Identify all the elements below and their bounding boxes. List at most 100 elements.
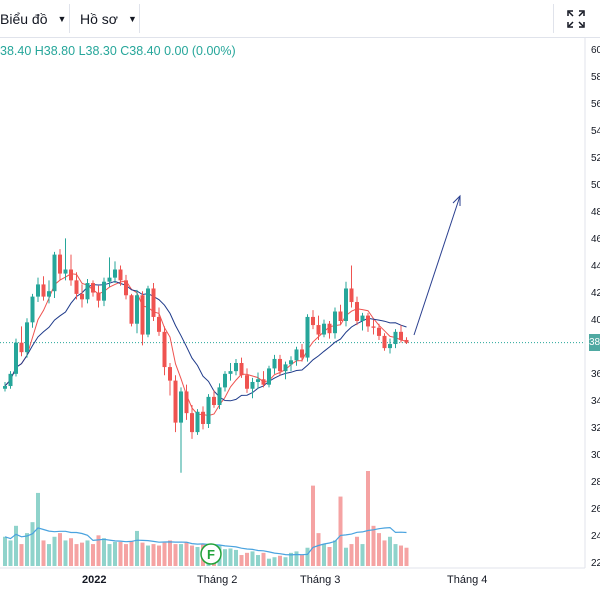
candle-body bbox=[382, 335, 387, 349]
price-tick-label: 60 bbox=[591, 45, 600, 56]
time-label-feb: Tháng 2 bbox=[197, 574, 238, 586]
candle-body bbox=[245, 375, 249, 389]
forecast-arrow-head bbox=[452, 194, 461, 206]
volume-bar bbox=[113, 541, 117, 566]
volume-bar bbox=[102, 538, 106, 566]
toolbar-divider bbox=[139, 4, 140, 33]
price-tick-label: 30 bbox=[591, 450, 600, 461]
candle-body bbox=[14, 342, 18, 374]
volume-bar bbox=[333, 540, 337, 566]
candle-body bbox=[228, 371, 233, 374]
volume-bar bbox=[195, 547, 200, 566]
volume-bar bbox=[124, 544, 128, 566]
candle-body bbox=[250, 381, 255, 389]
volume-ma-line bbox=[4, 526, 407, 556]
candle-body bbox=[3, 386, 7, 389]
volume-bar bbox=[355, 536, 359, 566]
candle-body bbox=[327, 323, 332, 334]
candle-body bbox=[47, 291, 51, 297]
candle-body bbox=[85, 283, 90, 300]
volume-bar bbox=[322, 544, 326, 566]
volume-bar bbox=[129, 541, 134, 566]
candle-body bbox=[360, 315, 365, 321]
volume-bar bbox=[338, 496, 343, 566]
volume-bar bbox=[140, 542, 145, 566]
volume-bar bbox=[256, 555, 260, 566]
volume-bar bbox=[278, 555, 282, 566]
candle-body bbox=[404, 339, 409, 343]
volume-bar bbox=[179, 544, 183, 566]
volume-bar bbox=[47, 544, 51, 566]
volume-bar bbox=[184, 541, 189, 566]
candle-body bbox=[278, 358, 282, 372]
volume-bar bbox=[74, 544, 79, 566]
ohlc-close: C38.40 bbox=[120, 44, 161, 58]
volume-bar bbox=[250, 551, 255, 566]
volume-bar bbox=[399, 545, 403, 566]
volume-bar bbox=[157, 545, 161, 566]
volume-bar bbox=[404, 547, 409, 566]
price-tick-label: 48 bbox=[591, 207, 600, 218]
volume-bar bbox=[162, 542, 167, 566]
volume-bar bbox=[349, 544, 354, 566]
candle-body bbox=[355, 302, 359, 321]
fullscreen-button[interactable] bbox=[567, 0, 585, 37]
candle-body bbox=[102, 281, 106, 301]
volume-bar bbox=[294, 551, 299, 566]
candle-body bbox=[322, 323, 326, 335]
candle-body bbox=[151, 288, 156, 317]
candle-body bbox=[399, 331, 403, 340]
candle-body bbox=[179, 391, 183, 423]
ohlc-legend: 38.40 H38.80 L38.30 C38.40 0.00 (0.00%) bbox=[0, 44, 236, 58]
price-tick-label: 40 bbox=[591, 315, 600, 326]
volume-bar bbox=[267, 558, 271, 566]
volume-bar bbox=[52, 536, 57, 566]
volume-bar bbox=[272, 557, 277, 566]
volume-bar bbox=[360, 544, 365, 566]
candle-body bbox=[393, 331, 398, 345]
candle-body bbox=[234, 363, 238, 372]
profile-dropdown[interactable]: Hồ sơ ▼ bbox=[80, 0, 137, 37]
time-label-mar: Tháng 3 bbox=[300, 574, 341, 586]
candle-body bbox=[58, 254, 62, 274]
ohlc-change: 0.00 (0.00%) bbox=[164, 44, 236, 58]
candle-body bbox=[388, 344, 392, 349]
volume-bar bbox=[300, 555, 304, 566]
price-tick-label: 42 bbox=[591, 288, 600, 299]
volume-bar bbox=[245, 552, 249, 566]
chevron-down-icon: ▼ bbox=[127, 13, 137, 24]
price-tick-label: 44 bbox=[591, 261, 600, 272]
time-label-apr: Tháng 4 bbox=[447, 574, 488, 586]
volume-bar bbox=[146, 545, 150, 566]
candle-body bbox=[118, 269, 123, 281]
candle-body bbox=[294, 349, 299, 361]
volume-bar bbox=[382, 540, 387, 566]
event-marker-label: F bbox=[207, 547, 215, 562]
candle-body bbox=[261, 379, 266, 385]
candle-body bbox=[377, 327, 381, 336]
candle-body bbox=[305, 316, 310, 358]
volume-bar bbox=[96, 535, 101, 566]
candle-body bbox=[212, 396, 216, 406]
candle-body bbox=[168, 367, 172, 381]
volume-bar bbox=[25, 533, 29, 566]
candle-body bbox=[300, 349, 304, 358]
chart-type-dropdown[interactable]: Biểu đồ ▼ bbox=[0, 0, 66, 37]
candle-body bbox=[41, 284, 46, 297]
volume-bar bbox=[36, 492, 40, 566]
volume-bar bbox=[261, 552, 266, 566]
candle-body bbox=[239, 363, 244, 376]
candle-body bbox=[267, 368, 271, 385]
volume-bar bbox=[63, 540, 68, 566]
candle-body bbox=[217, 387, 222, 406]
candle-body bbox=[36, 284, 40, 297]
volume-bar bbox=[223, 549, 227, 566]
price-tick-label: 46 bbox=[591, 234, 600, 245]
price-tick-label: 50 bbox=[591, 180, 600, 191]
candle-body bbox=[25, 322, 29, 353]
chart-toolbar: Biểu đồ ▼ Hồ sơ ▼ bbox=[0, 0, 600, 38]
profile-label: Hồ sơ bbox=[80, 10, 118, 27]
volume-bar bbox=[366, 471, 370, 566]
volume-bar bbox=[85, 540, 90, 566]
